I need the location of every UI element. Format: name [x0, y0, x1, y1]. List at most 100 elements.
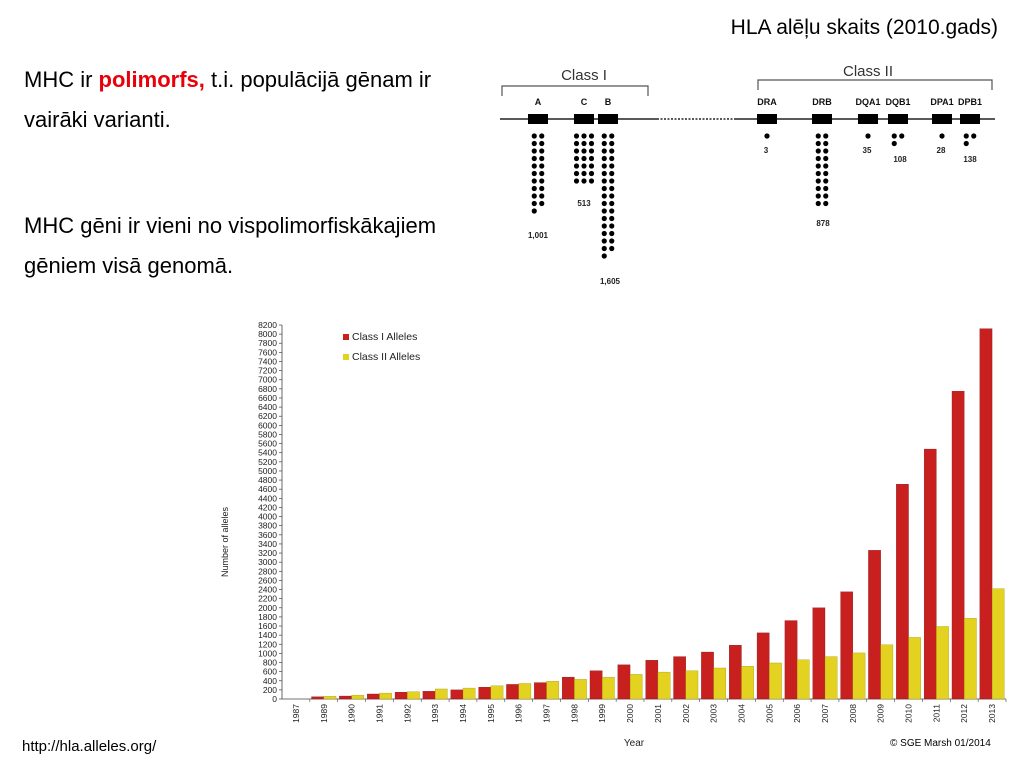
x-tick-label: 2010 — [904, 704, 914, 723]
bar-class2-1991 — [379, 692, 392, 700]
bar-class2-2007 — [824, 656, 838, 700]
bar-class2-1994 — [462, 687, 476, 700]
y-axis-label: Number of alleles — [220, 506, 230, 577]
allele-dots-a — [531, 133, 545, 214]
bar-class2-2003 — [713, 667, 727, 700]
x-tick-label: 1995 — [486, 704, 496, 723]
x-tick-label: 1994 — [458, 704, 468, 723]
y-tick-label: 3600 — [258, 530, 277, 540]
x-tick-label: 1990 — [347, 704, 357, 723]
source-link[interactable]: http://hla.alleles.org/ — [22, 738, 157, 755]
bar-class1-1996 — [506, 684, 519, 700]
y-tick-label: 6000 — [258, 420, 277, 430]
bar-class2-1999 — [602, 676, 615, 700]
bar-class1-2009 — [868, 550, 881, 700]
para1-prefix: MHC ir — [24, 67, 99, 92]
bar-class2-2000 — [629, 674, 643, 700]
y-tick-label: 2000 — [258, 603, 277, 613]
y-tick-label: 2800 — [258, 566, 277, 576]
bar-class2-2010 — [908, 637, 921, 700]
y-tick-label: 3400 — [258, 539, 277, 549]
bar-class2-1995 — [490, 685, 504, 700]
y-tick-label: 8200 — [258, 320, 277, 330]
bar-class1-1992 — [394, 692, 408, 700]
y-tick-label: 200 — [263, 685, 277, 695]
allele-count-b: 1,605 — [600, 277, 621, 286]
x-tick-label: 2007 — [820, 704, 830, 723]
allele-dots-dpa1 — [939, 133, 945, 139]
bar-class2-2013 — [991, 588, 1005, 700]
genome-paragraph: MHC gēni ir vieni no vispolimorfiskākaji… — [24, 213, 437, 278]
allele-count-drb: 878 — [816, 219, 830, 228]
allele-count-dpb1: 138 — [963, 155, 977, 164]
y-tick-label: 2600 — [258, 575, 277, 585]
allele-count-dqa1: 35 — [863, 146, 872, 155]
y-tick-label: 1800 — [258, 612, 277, 622]
bar-class1-1995 — [478, 686, 491, 700]
copyright-note: © SGE Marsh 01/2014 — [890, 738, 991, 749]
chart-plot-area: 0200400600800100012001400160018002000220… — [258, 320, 1007, 723]
y-tick-label: 6800 — [258, 384, 277, 394]
gene-label-dqa1: DQA1 — [855, 97, 880, 107]
y-tick-label: 8000 — [258, 329, 277, 339]
x-tick-label: 2002 — [681, 704, 691, 723]
bar-class1-2007 — [812, 607, 826, 700]
bar-class1-1990 — [339, 695, 352, 700]
y-tick-label: 1200 — [258, 639, 277, 649]
x-tick-label: 1998 — [569, 704, 579, 723]
gene-box-drb — [812, 114, 832, 124]
legend-label: Class I Alleles — [352, 331, 417, 343]
allele-dots-b — [601, 133, 615, 259]
allele-bar-chart: 0200400600800100012001400160018002000220… — [220, 320, 1007, 749]
bar-class1-2002 — [673, 656, 686, 700]
y-tick-label: 4600 — [258, 484, 277, 494]
gene-label-dpb1: DPB1 — [958, 97, 982, 107]
gene-box-dra — [757, 114, 777, 124]
gene-label-a: A — [535, 97, 542, 107]
bar-class2-2001 — [657, 671, 671, 700]
y-tick-label: 0 — [272, 694, 277, 704]
x-tick-label: 1993 — [430, 704, 440, 723]
x-tick-label: 2005 — [764, 704, 774, 723]
bar-class1-2011 — [923, 448, 937, 700]
allele-dots-dpb1 — [963, 133, 977, 147]
y-tick-label: 4000 — [258, 512, 277, 522]
bar-class2-1990 — [351, 694, 365, 700]
gene-label-drb: DRB — [812, 97, 832, 107]
bar-class2-2002 — [685, 670, 699, 700]
bar-class2-2004 — [741, 666, 754, 700]
bar-class1-1993 — [422, 691, 436, 700]
x-tick-label: 1997 — [542, 704, 552, 723]
y-tick-label: 5400 — [258, 448, 277, 458]
gene-label-b: B — [605, 97, 612, 107]
class2-label: Class II — [843, 63, 893, 80]
legend-swatch — [343, 354, 349, 360]
y-tick-label: 2200 — [258, 594, 277, 604]
x-tick-label: 2012 — [959, 704, 969, 723]
polimorfs-highlight: polimorfs, — [98, 67, 205, 92]
y-tick-label: 7000 — [258, 375, 277, 385]
bar-class2-2009 — [880, 644, 894, 700]
x-tick-label: 2013 — [987, 704, 997, 723]
x-axis-label: Year — [624, 738, 645, 749]
allele-count-dqb1: 108 — [893, 155, 907, 164]
bar-class1-1991 — [367, 693, 380, 700]
bar-class1-2013 — [979, 328, 993, 700]
y-tick-label: 3000 — [258, 557, 277, 567]
bar-class1-2010 — [896, 484, 909, 700]
gene-box-dqa1 — [858, 114, 878, 124]
gene-label-dpa1: DPA1 — [930, 97, 953, 107]
y-tick-label: 4800 — [258, 475, 277, 485]
y-tick-label: 1400 — [258, 630, 277, 640]
bar-class1-2005 — [756, 632, 770, 700]
allele-count-dra: 3 — [764, 146, 769, 155]
allele-dots-dqa1 — [865, 133, 871, 139]
bar-class1-1994 — [450, 689, 464, 700]
y-tick-label: 5200 — [258, 457, 277, 467]
bar-class1-2004 — [729, 645, 742, 700]
bar-class2-1993 — [435, 688, 448, 700]
allele-count-dpa1: 28 — [937, 146, 946, 155]
polymorphism-paragraph: MHC ir polimorfs, t.i. populācijā gēnam … — [24, 60, 454, 140]
x-tick-label: 1991 — [374, 704, 384, 723]
bar-class1-2006 — [784, 620, 798, 700]
